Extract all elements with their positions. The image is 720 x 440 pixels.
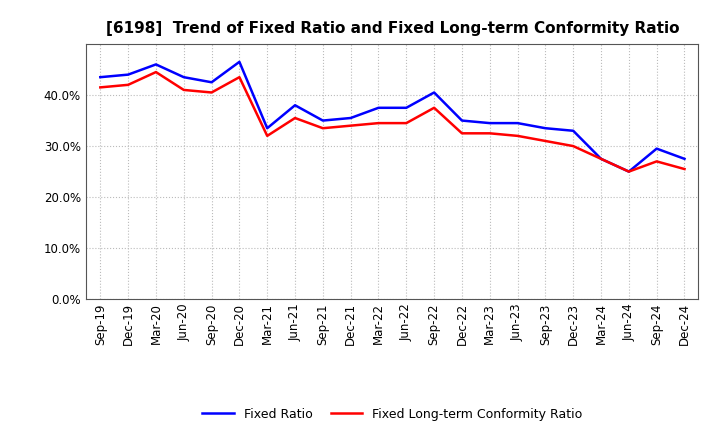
Fixed Ratio: [680, 156, 689, 161]
Fixed Long-term Conformity Ratio: [541, 138, 550, 143]
Fixed Ratio: [597, 156, 606, 161]
Fixed Ratio: [263, 125, 271, 131]
Fixed Ratio: [179, 74, 188, 80]
Fixed Ratio: [513, 121, 522, 126]
Fixed Ratio: [569, 128, 577, 133]
Fixed Long-term Conformity Ratio: [680, 166, 689, 172]
Fixed Ratio: [96, 74, 104, 80]
Fixed Long-term Conformity Ratio: [458, 131, 467, 136]
Fixed Long-term Conformity Ratio: [374, 121, 383, 126]
Fixed Long-term Conformity Ratio: [318, 125, 327, 131]
Fixed Long-term Conformity Ratio: [235, 74, 243, 80]
Fixed Long-term Conformity Ratio: [402, 121, 410, 126]
Fixed Long-term Conformity Ratio: [291, 115, 300, 121]
Fixed Long-term Conformity Ratio: [597, 156, 606, 161]
Fixed Long-term Conformity Ratio: [430, 105, 438, 110]
Fixed Ratio: [485, 121, 494, 126]
Fixed Long-term Conformity Ratio: [346, 123, 355, 128]
Fixed Long-term Conformity Ratio: [263, 133, 271, 139]
Fixed Long-term Conformity Ratio: [485, 131, 494, 136]
Fixed Long-term Conformity Ratio: [569, 143, 577, 149]
Line: Fixed Long-term Conformity Ratio: Fixed Long-term Conformity Ratio: [100, 72, 685, 172]
Title: [6198]  Trend of Fixed Ratio and Fixed Long-term Conformity Ratio: [6198] Trend of Fixed Ratio and Fixed Lo…: [106, 21, 679, 36]
Fixed Ratio: [207, 80, 216, 85]
Fixed Ratio: [346, 115, 355, 121]
Fixed Ratio: [291, 103, 300, 108]
Fixed Long-term Conformity Ratio: [124, 82, 132, 88]
Line: Fixed Ratio: Fixed Ratio: [100, 62, 685, 172]
Fixed Long-term Conformity Ratio: [96, 85, 104, 90]
Fixed Long-term Conformity Ratio: [179, 87, 188, 92]
Fixed Long-term Conformity Ratio: [513, 133, 522, 139]
Fixed Ratio: [152, 62, 161, 67]
Fixed Ratio: [374, 105, 383, 110]
Fixed Ratio: [318, 118, 327, 123]
Fixed Long-term Conformity Ratio: [152, 70, 161, 75]
Fixed Ratio: [652, 146, 661, 151]
Fixed Long-term Conformity Ratio: [207, 90, 216, 95]
Fixed Long-term Conformity Ratio: [652, 159, 661, 164]
Fixed Ratio: [402, 105, 410, 110]
Fixed Ratio: [458, 118, 467, 123]
Fixed Ratio: [235, 59, 243, 65]
Fixed Ratio: [124, 72, 132, 77]
Legend: Fixed Ratio, Fixed Long-term Conformity Ratio: Fixed Ratio, Fixed Long-term Conformity …: [197, 403, 588, 425]
Fixed Ratio: [430, 90, 438, 95]
Fixed Ratio: [541, 125, 550, 131]
Fixed Ratio: [624, 169, 633, 174]
Fixed Long-term Conformity Ratio: [624, 169, 633, 174]
